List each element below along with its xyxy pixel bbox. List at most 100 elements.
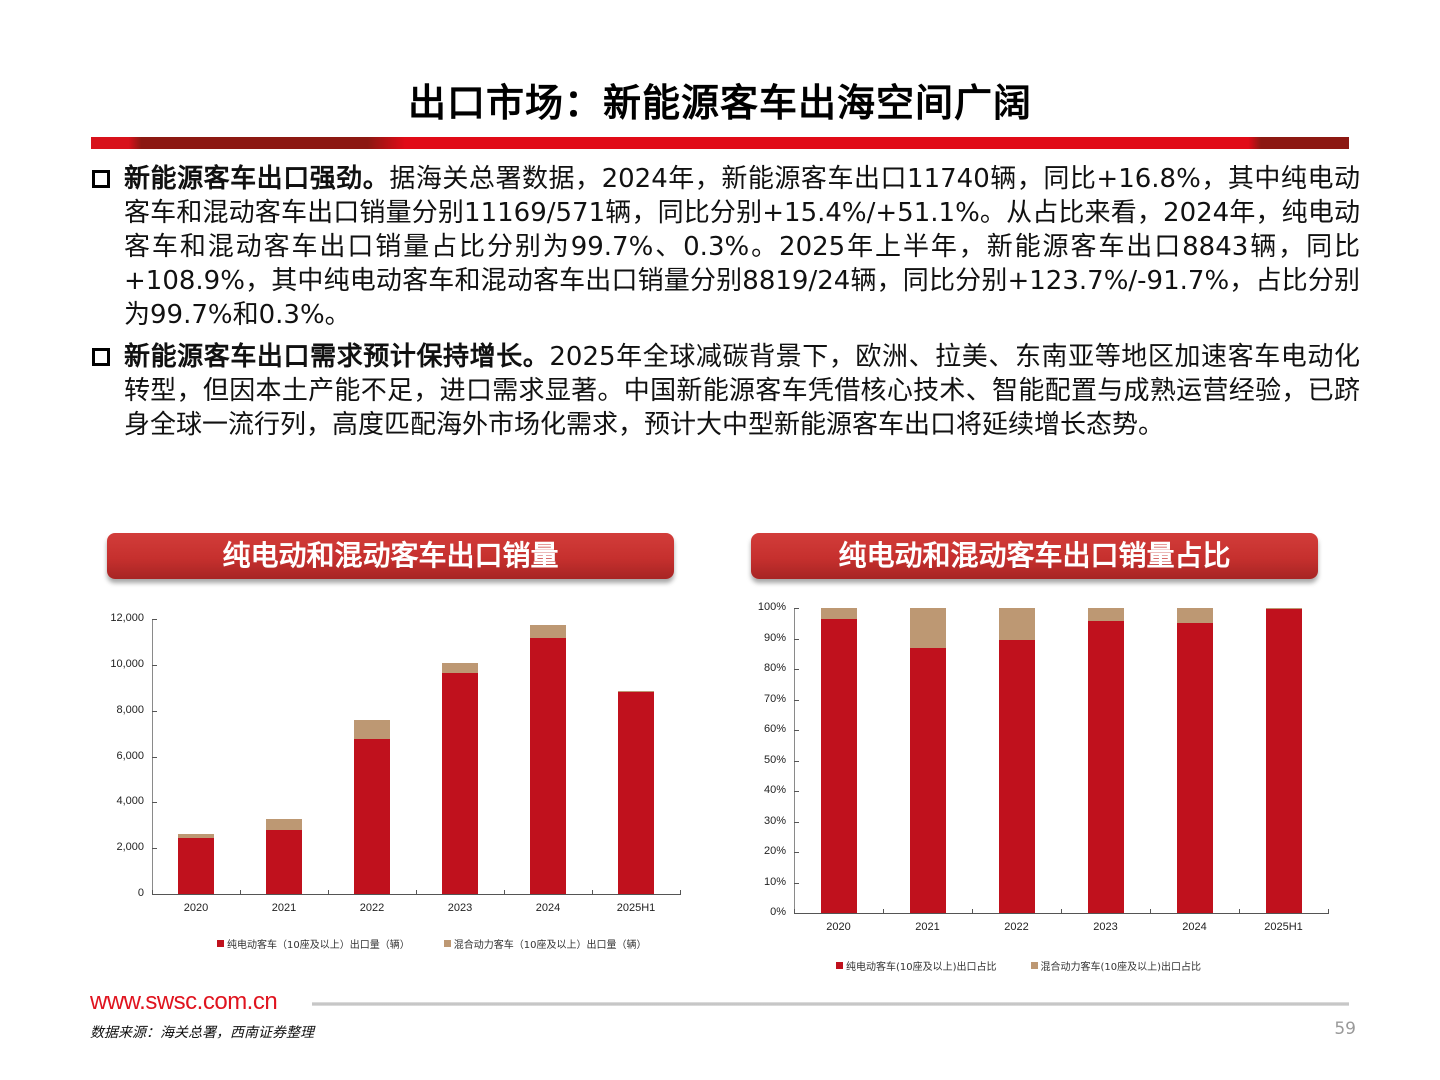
x-tick-label: 2021 [271, 902, 297, 914]
stacked-bar [1176, 608, 1213, 913]
bar-segment-hybrid [442, 662, 478, 673]
y-tick-label: 60% [763, 723, 786, 735]
bar-segment-hybrid [820, 608, 857, 619]
y-tick-label: 20% [763, 845, 786, 857]
x-tick-label: 2025H1 [616, 902, 656, 914]
bar-segment-ev [820, 618, 857, 913]
y-tick-label: 30% [763, 814, 786, 827]
bullet-item: 新能源客车出口需求预计保持增长。2025年全球减碳背景下，欧洲、拉美、东南亚等地… [90, 340, 1360, 442]
y-tick-label: 2,000 [116, 841, 144, 854]
right-chart-header: 纯电动和混动客车出口销量占比 [751, 533, 1318, 579]
export-share-chart: 0% 10% 20% 30% 40% 50% 60% 70% 80% 90% 100% 2020 202… [730, 590, 1370, 990]
bar-segment-ev [530, 638, 566, 894]
x-tick-mark [1328, 909, 1329, 914]
y-tick-label: 50% [763, 753, 786, 766]
bar-segment-ev [178, 838, 214, 894]
y-tick-mark [794, 699, 799, 701]
bullet-text: 据海关总署数据，2024年，新能源客车出口11740辆，同比+16.8%，其中纯… [124, 164, 1360, 330]
bullet-list: 新能源客车出口强劲。据海关总署数据，2024年，新能源客车出口11740辆，同比… [90, 162, 1360, 450]
bar-segment-ev [998, 640, 1035, 913]
y-tick-mark [794, 913, 799, 914]
bar-segment-hybrid [354, 719, 390, 739]
bar-segment-ev [618, 691, 654, 894]
bar-segment-hybrid [998, 608, 1035, 641]
y-tick-mark [152, 710, 157, 712]
bar-segment-hybrid [909, 608, 946, 648]
x-tick-mark [1239, 909, 1240, 914]
footer-url: www.swsc.com.cn [90, 988, 278, 1015]
page-number: 59 [1334, 1019, 1356, 1039]
legend-label: 纯电动客车（10座及以上）出口量（辆） [227, 940, 410, 951]
x-tick-label: 2020 [183, 902, 209, 914]
y-tick-mark [794, 882, 799, 884]
legend-item: 纯电动客车(10座及以上)出口占比 [836, 958, 997, 973]
stacked-bar [998, 608, 1035, 913]
bar-segment-hybrid [178, 834, 214, 839]
y-tick-label: 6,000 [116, 749, 144, 762]
legend-item: 纯电动客车（10座及以上）出口量（辆） [217, 936, 410, 951]
bullet-lead: 新能源客车出口强劲。 [124, 164, 390, 194]
y-tick-label: 40% [763, 784, 786, 796]
y-tick-mark [794, 760, 799, 762]
y-tick-label: 0 [137, 887, 144, 899]
x-tick-label: 2022 [1004, 921, 1029, 933]
y-tick-label: 10,000 [110, 657, 144, 670]
bar-segment-ev [266, 829, 302, 894]
left-chart-header: 纯电动和混动客车出口销量 [107, 533, 674, 579]
bullet-text: 2025年全球减碳背景下，欧洲、拉美、东南亚等地区加速客车电动化转型，但因本土产… [124, 342, 1360, 440]
y-tick-mark [152, 756, 157, 758]
x-tick-mark [680, 890, 681, 895]
bar-segment-hybrid [1265, 608, 1302, 609]
y-tick-label: 100% [757, 601, 786, 613]
x-tick-mark [1150, 909, 1151, 914]
y-tick-mark [794, 669, 799, 670]
x-tick-label: 2024 [1182, 921, 1207, 933]
bar-segment-hybrid [530, 624, 566, 639]
bar-segment-ev [354, 738, 390, 894]
x-tick-label: 2025H1 [1264, 921, 1303, 933]
y-tick-mark [794, 638, 799, 640]
bar-segment-hybrid [618, 691, 654, 692]
legend-swatch-icon [836, 962, 843, 969]
y-tick-label: 12,000 [110, 612, 144, 624]
y-tick-mark [794, 852, 799, 853]
x-tick-mark [1061, 909, 1062, 914]
chart-legend: 纯电动客车（10座及以上）出口量（辆） 混合动力客车（10座及以上）出口量（辆） [217, 936, 646, 951]
data-source-note: 数据来源：海关总署，西南证券整理 [90, 1025, 314, 1041]
legend-label: 混合动力客车(10座及以上)出口占比 [1040, 962, 1202, 973]
bar-segment-ev [909, 647, 946, 913]
legend-swatch-icon [1030, 962, 1038, 969]
legend-swatch-icon [217, 940, 224, 947]
stacked-bar [178, 619, 214, 894]
y-tick-mark [794, 821, 799, 823]
export-volume-chart: 0 2,000 4,000 6,000 8,000 10,000 12,000 2020 202… [72, 590, 722, 970]
y-tick-mark [794, 730, 799, 731]
y-tick-label: 0% [770, 906, 786, 918]
legend-item: 混合动力客车(10座及以上)出口占比 [1030, 958, 1202, 973]
y-tick-label: 4,000 [116, 795, 144, 808]
x-tick-label: 2023 [1093, 921, 1118, 933]
legend-label: 混合动力客车（10座及以上）出口量（辆） [453, 940, 647, 951]
square-bullet-icon [92, 170, 110, 188]
bar-segment-ev [1176, 622, 1213, 913]
legend-swatch-icon [443, 940, 451, 947]
y-tick-mark [152, 802, 157, 804]
y-tick-label: 70% [763, 692, 786, 705]
stacked-bar [1087, 608, 1124, 913]
legend-item: 混合动力客车（10座及以上）出口量（辆） [443, 936, 647, 951]
chart-legend: 纯电动客车(10座及以上)出口占比 混合动力客车(10座及以上)出口占比 [836, 958, 1201, 973]
y-tick-mark [152, 664, 157, 666]
y-tick-mark [152, 619, 157, 620]
bar-segment-ev [442, 672, 478, 894]
stacked-bar [530, 619, 566, 894]
stacked-bar [442, 619, 478, 894]
stacked-bar [354, 619, 390, 894]
square-bullet-icon [92, 348, 110, 366]
x-tick-mark [504, 890, 505, 895]
y-tick-mark [794, 608, 799, 609]
y-tick-mark [152, 894, 157, 895]
stacked-bar [1265, 608, 1302, 913]
bullet-item: 新能源客车出口强劲。据海关总署数据，2024年，新能源客车出口11740辆，同比… [90, 162, 1360, 332]
bar-segment-hybrid [1176, 608, 1213, 623]
y-tick-label: 8,000 [116, 703, 144, 716]
